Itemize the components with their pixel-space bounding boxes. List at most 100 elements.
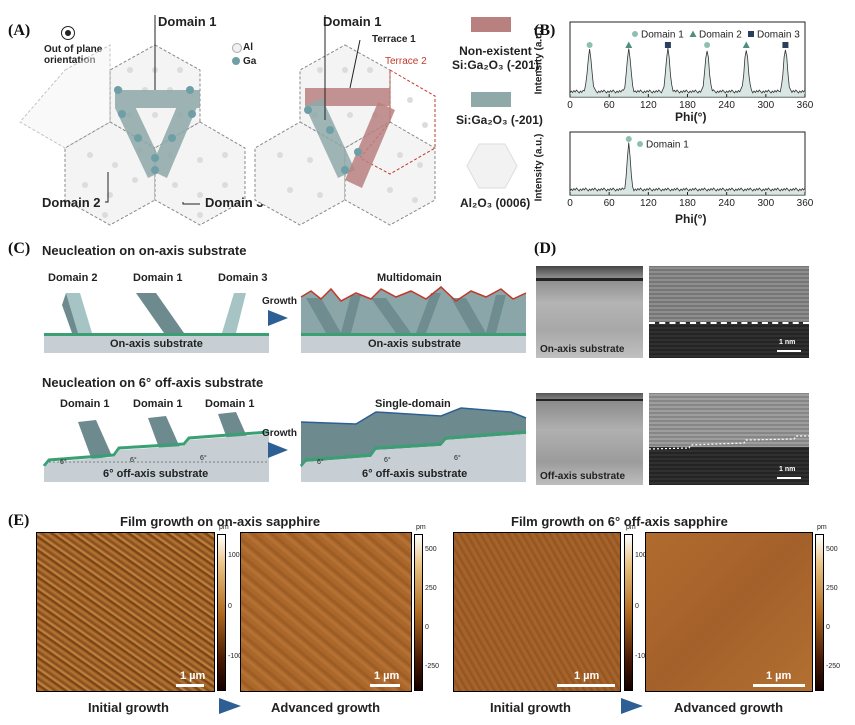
- multidomain-film-diagram: [300, 286, 527, 353]
- panel-d-label: (D): [534, 240, 557, 257]
- cbar3-unit: pm: [626, 524, 636, 531]
- cbar4-tick-1: 250: [826, 585, 838, 592]
- e-title-off: Film growth on 6° off-axis sapphire: [511, 514, 728, 529]
- cbar1-tick-1: 0: [228, 603, 232, 610]
- x-tick-label-0: 0: [567, 100, 573, 111]
- cbar2-tick-3: -250: [425, 663, 440, 670]
- panel-a-label: (A): [8, 22, 31, 39]
- domain1-label-left: Domain 1: [158, 14, 217, 29]
- c-off-angle-1: 6°: [60, 459, 67, 466]
- c-single-substrate-label: 6° off-axis substrate: [362, 468, 468, 480]
- c-off-angle-3: 6°: [200, 455, 207, 462]
- c-off-substrate-label: 6° off-axis substrate: [103, 468, 209, 480]
- terrace2-label: Terrace 2: [385, 56, 427, 67]
- e-advanced-right: Advanced growth: [674, 700, 784, 715]
- cbar4-unit: pm: [817, 524, 827, 531]
- d-scale-bottom: 1 nm: [779, 466, 796, 473]
- domain3-label: Domain 3: [205, 195, 264, 210]
- afm-on-initial: [36, 532, 215, 692]
- series-line: [569, 47, 806, 94]
- c-on-domain-a: Domain 2: [48, 272, 98, 284]
- series-line: [569, 142, 806, 192]
- on-axis-nucleation-diagram: [44, 293, 269, 353]
- x-tick-label-4: 240: [718, 198, 735, 209]
- c-off-domain-b: Domain 1: [133, 398, 183, 410]
- d-scale-top: 1 nm: [779, 339, 796, 346]
- tem-on-axis-highmag: 1 nm: [649, 266, 809, 358]
- c-off-angle-2: 6°: [130, 457, 137, 464]
- cbar4-tick-3: -250: [826, 663, 841, 670]
- peak-marker-1: [625, 41, 633, 48]
- peak-marker-5: [782, 42, 789, 48]
- growth-arrow-bottom: [268, 442, 288, 458]
- out-of-plane-label: Out of plane orientation: [44, 44, 103, 66]
- c-multidomain-substrate-label: On-axis substrate: [368, 338, 461, 350]
- phi-scan-chart-bottom: 0 60 120 180 240 300 360 Domain 1: [567, 131, 814, 209]
- key-existing-swatch: [471, 92, 511, 107]
- substrate-hexagon-icon: [466, 143, 518, 189]
- lattice-diagram-left: [19, 15, 246, 226]
- colorbar-2: [414, 534, 423, 691]
- c-on-domain-b: Domain 1: [133, 272, 183, 284]
- cbar2-tick-0: 500: [425, 546, 437, 553]
- c-on-domain-c: Domain 3: [218, 272, 268, 284]
- e-arrow-right: [621, 698, 643, 714]
- x-tick-label-3: 180: [679, 198, 696, 209]
- single-domain-film-diagram: [299, 407, 527, 482]
- c-off-domain-c: Domain 1: [205, 398, 255, 410]
- afm-off-initial: [453, 532, 621, 692]
- afm4-scale: 1 µm: [766, 670, 792, 682]
- cbar1-tick-0: 100: [228, 552, 240, 559]
- legend-ga-label: Ga: [243, 56, 257, 67]
- series-fill: [570, 48, 805, 97]
- afm-on-advanced: [240, 532, 412, 692]
- x-tick-label-5: 300: [757, 198, 774, 209]
- cbar3-tick-2: -100: [635, 653, 650, 660]
- off-axis-nucleation-diagram: [42, 412, 270, 482]
- legend-marker-2: [748, 31, 754, 37]
- peak-marker-4: [742, 41, 750, 48]
- series-fill: [570, 142, 805, 195]
- afm1-scale: 1 µm: [180, 670, 206, 682]
- chart2-xlabel: Phi(°): [675, 212, 707, 226]
- legend-marker-0: [632, 31, 638, 37]
- panel-b-label: (B): [534, 22, 556, 39]
- chart1-xlabel: Phi(°): [675, 110, 707, 124]
- legend-label-1: Domain 2: [699, 30, 742, 41]
- domain1-label-right: Domain 1: [323, 14, 382, 29]
- x-tick-label-2: 120: [640, 198, 657, 209]
- peak-marker-0: [586, 42, 593, 48]
- x-tick-label-1: 60: [604, 198, 616, 209]
- e-arrow-left: [219, 698, 241, 714]
- x-tick-label-2: 120: [640, 100, 657, 111]
- c-off-domain-a: Domain 1: [60, 398, 110, 410]
- ga-atom-icon: [232, 57, 240, 65]
- cbar2-unit: pm: [416, 524, 426, 531]
- afm-off-advanced: [645, 532, 813, 692]
- cbar4-tick-0: 500: [826, 546, 838, 553]
- e-advanced-left: Advanced growth: [271, 700, 381, 715]
- domain2-label: Domain 2: [42, 195, 101, 210]
- x-tick-label-6: 360: [797, 198, 814, 209]
- e-title-on: Film growth on on-axis sapphire: [120, 514, 321, 529]
- peak-marker-3: [704, 42, 711, 48]
- panel-e-label: (E): [8, 512, 30, 529]
- tem-on-axis-lowmag: On-axis substrate: [536, 266, 643, 358]
- phi-scan-chart-top: 0 60 120 180 240 300 360 Domain 1 Domain 2 Domain…: [567, 21, 814, 111]
- c-single-label: Single-domain: [375, 398, 451, 410]
- c-single-angle-3: 6°: [454, 455, 461, 462]
- cbar3-tick-1: 0: [635, 603, 639, 610]
- cbar2-tick-2: 0: [425, 624, 429, 631]
- legend-marker-1: [689, 30, 697, 37]
- colorbar-1: [217, 534, 226, 691]
- cbar1-unit: pm: [219, 524, 229, 531]
- cbar4-tick-2: 0: [826, 624, 830, 631]
- panel-c-label: (C): [8, 240, 31, 257]
- cbar2-tick-1: 250: [425, 585, 437, 592]
- chart1-ylabel: Intensity (a.u.): [533, 26, 545, 95]
- tem-off-axis-highmag: 1 nm: [648, 393, 809, 485]
- growth-label-top: Growth: [262, 296, 297, 307]
- legend-label-0: Domain 1: [641, 30, 684, 41]
- c-single-angle-2: 6°: [384, 457, 391, 464]
- chart2-ylabel: Intensity (a.u.): [533, 133, 545, 202]
